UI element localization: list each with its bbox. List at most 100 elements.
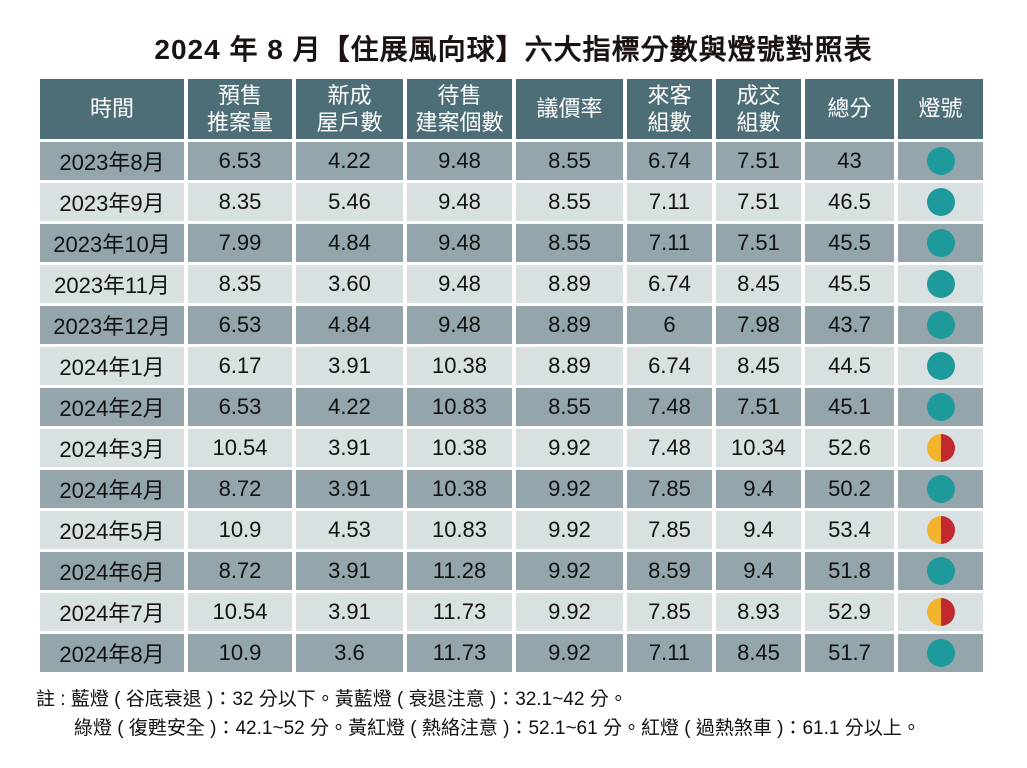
value-cell: 6 bbox=[627, 306, 712, 344]
yellow-red-light-icon bbox=[926, 434, 955, 463]
green-light-icon bbox=[926, 475, 955, 504]
table-body: 2023年8月 6.53 4.22 9.48 8.55 6.74 7.51 43 2023年9月… bbox=[40, 142, 983, 672]
value-cell: 7.48 bbox=[627, 388, 712, 426]
value-cell: 6.53 bbox=[188, 388, 292, 426]
value-cell: 8.55 bbox=[516, 388, 623, 426]
table-row: 2024年8月 10.9 3.6 11.73 9.92 7.11 8.45 51.7 bbox=[40, 634, 983, 672]
value-cell: 9.48 bbox=[407, 265, 512, 303]
col-header-visitor-groups: 來客 組數 bbox=[627, 79, 712, 139]
value-cell: 11.73 bbox=[407, 593, 512, 631]
value-cell: 11.73 bbox=[407, 634, 512, 672]
green-light-icon bbox=[926, 147, 955, 176]
period-cell: 2023年10月 bbox=[40, 224, 184, 262]
green-light-icon bbox=[926, 352, 955, 381]
light-signal-cell bbox=[898, 470, 983, 508]
value-cell: 3.91 bbox=[296, 470, 403, 508]
light-signal-cell bbox=[898, 142, 983, 180]
value-cell: 4.22 bbox=[296, 142, 403, 180]
total-score-cell: 43.7 bbox=[805, 306, 894, 344]
value-cell: 6.53 bbox=[188, 142, 292, 180]
value-cell: 10.83 bbox=[407, 511, 512, 549]
value-cell: 10.54 bbox=[188, 429, 292, 467]
value-cell: 9.48 bbox=[407, 306, 512, 344]
table-row: 2023年10月 7.99 4.84 9.48 8.55 7.11 7.51 45.5 bbox=[40, 224, 983, 262]
value-cell: 7.99 bbox=[188, 224, 292, 262]
period-cell: 2024年8月 bbox=[40, 634, 184, 672]
table-row: 2024年6月 8.72 3.91 11.28 9.92 8.59 9.4 51.8 bbox=[40, 552, 983, 590]
period-cell: 2024年2月 bbox=[40, 388, 184, 426]
value-cell: 9.92 bbox=[516, 552, 623, 590]
table-row: 2023年8月 6.53 4.22 9.48 8.55 6.74 7.51 43 bbox=[40, 142, 983, 180]
table-row: 2024年4月 8.72 3.91 10.38 9.92 7.85 9.4 50.2 bbox=[40, 470, 983, 508]
value-cell: 7.11 bbox=[627, 183, 712, 221]
total-score-cell: 45.1 bbox=[805, 388, 894, 426]
table-row: 2024年5月 10.9 4.53 10.83 9.92 7.85 9.4 53.4 bbox=[40, 511, 983, 549]
legend-note-line-2: 綠燈 ( 復甦安全 )：42.1~52 分。黃紅燈 ( 熱絡注意 )：52.1~… bbox=[74, 718, 921, 740]
table-row: 2023年11月 8.35 3.60 9.48 8.89 6.74 8.45 45.5 bbox=[40, 265, 983, 303]
page-title: 2024 年 8 月【住展風向球】六大指標分數與燈號對照表 bbox=[154, 34, 873, 65]
value-cell: 3.91 bbox=[296, 347, 403, 385]
value-cell: 6.74 bbox=[627, 142, 712, 180]
value-cell: 9.92 bbox=[516, 634, 623, 672]
green-light-icon bbox=[926, 229, 955, 258]
value-cell: 9.92 bbox=[516, 511, 623, 549]
value-cell: 8.89 bbox=[516, 347, 623, 385]
col-header-presale-volume: 預售 推案量 bbox=[188, 79, 292, 139]
value-cell: 8.35 bbox=[188, 265, 292, 303]
value-cell: 7.51 bbox=[716, 224, 801, 262]
value-cell: 8.55 bbox=[516, 183, 623, 221]
green-light-icon bbox=[926, 393, 955, 422]
green-light-icon bbox=[926, 639, 955, 668]
value-cell: 3.60 bbox=[296, 265, 403, 303]
total-score-cell: 51.7 bbox=[805, 634, 894, 672]
value-cell: 8.45 bbox=[716, 265, 801, 303]
light-signal-cell bbox=[898, 347, 983, 385]
value-cell: 7.48 bbox=[627, 429, 712, 467]
legend-notes: 註 : 藍燈 ( 谷底衰退 )：32 分以下。黃藍燈 ( 衰退注意 )：32.1… bbox=[36, 685, 1027, 744]
light-signal-cell bbox=[898, 183, 983, 221]
value-cell: 7.85 bbox=[627, 511, 712, 549]
value-cell: 8.35 bbox=[188, 183, 292, 221]
yellow-red-light-icon bbox=[926, 598, 955, 627]
value-cell: 9.4 bbox=[716, 552, 801, 590]
light-signal-cell bbox=[898, 593, 983, 631]
period-cell: 2024年7月 bbox=[40, 593, 184, 631]
value-cell: 5.46 bbox=[296, 183, 403, 221]
value-cell: 8.89 bbox=[516, 265, 623, 303]
value-cell: 9.92 bbox=[516, 470, 623, 508]
value-cell: 7.51 bbox=[716, 142, 801, 180]
light-signal-cell bbox=[898, 306, 983, 344]
value-cell: 7.85 bbox=[627, 470, 712, 508]
value-cell: 4.53 bbox=[296, 511, 403, 549]
table-row: 2024年2月 6.53 4.22 10.83 8.55 7.48 7.51 45.1 bbox=[40, 388, 983, 426]
total-score-cell: 50.2 bbox=[805, 470, 894, 508]
total-score-cell: 45.5 bbox=[805, 265, 894, 303]
total-score-cell: 45.5 bbox=[805, 224, 894, 262]
green-light-icon bbox=[926, 188, 955, 217]
value-cell: 3.91 bbox=[296, 552, 403, 590]
indicator-table: 時間 預售 推案量 新成 屋戶數 待售 建案個數 議價率 來客 組數 成交 組數… bbox=[36, 76, 987, 675]
value-cell: 4.22 bbox=[296, 388, 403, 426]
value-cell: 10.54 bbox=[188, 593, 292, 631]
period-cell: 2023年9月 bbox=[40, 183, 184, 221]
value-cell: 6.74 bbox=[627, 347, 712, 385]
value-cell: 4.84 bbox=[296, 306, 403, 344]
green-light-icon bbox=[926, 557, 955, 586]
green-light-icon bbox=[926, 311, 955, 340]
col-header-for-sale-count: 待售 建案個數 bbox=[407, 79, 512, 139]
value-cell: 6.74 bbox=[627, 265, 712, 303]
light-signal-cell bbox=[898, 224, 983, 262]
total-score-cell: 44.5 bbox=[805, 347, 894, 385]
value-cell: 10.83 bbox=[407, 388, 512, 426]
value-cell: 8.93 bbox=[716, 593, 801, 631]
value-cell: 8.72 bbox=[188, 470, 292, 508]
value-cell: 10.38 bbox=[407, 470, 512, 508]
col-header-time: 時間 bbox=[40, 79, 184, 139]
col-header-deal-groups: 成交 組數 bbox=[716, 79, 801, 139]
value-cell: 7.98 bbox=[716, 306, 801, 344]
value-cell: 8.55 bbox=[516, 142, 623, 180]
period-cell: 2023年12月 bbox=[40, 306, 184, 344]
period-cell: 2024年3月 bbox=[40, 429, 184, 467]
light-signal-cell bbox=[898, 429, 983, 467]
